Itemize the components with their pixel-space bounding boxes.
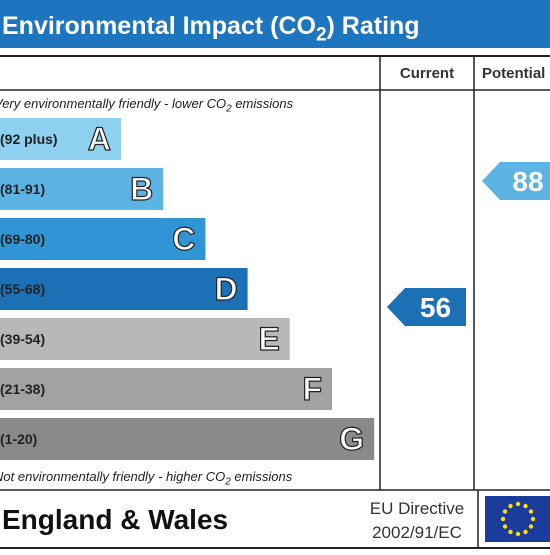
eu-star xyxy=(528,524,534,529)
band xyxy=(0,268,248,310)
eu-star xyxy=(502,524,508,529)
band xyxy=(0,168,164,210)
band xyxy=(0,318,290,360)
directive: EU Directive xyxy=(370,499,464,518)
eu-flag xyxy=(485,496,550,542)
rating-value: 88 xyxy=(512,166,543,197)
eu-star xyxy=(502,509,508,514)
band xyxy=(0,218,206,260)
band-letter: A xyxy=(88,121,111,157)
eu-star xyxy=(523,503,528,509)
band-range: (55-68) xyxy=(0,281,45,297)
note-part: 2 xyxy=(225,104,232,115)
band-letter: F xyxy=(302,371,322,407)
region: England & Wales xyxy=(2,504,228,535)
title-part: ) Rating xyxy=(327,12,420,40)
band xyxy=(0,368,332,410)
title-part: 2 xyxy=(316,25,327,46)
band-range: (21-38) xyxy=(0,381,45,397)
eu-star xyxy=(508,503,513,509)
note: Not environmentally friendly - higher CO… xyxy=(0,469,293,488)
rating-arrow xyxy=(387,288,466,326)
eu-star xyxy=(530,516,536,522)
band-letter: C xyxy=(172,221,195,257)
eu-star xyxy=(528,509,534,514)
band xyxy=(0,118,121,160)
eu-star xyxy=(515,501,521,507)
band-range: (81-91) xyxy=(0,181,45,197)
band-range: (1-20) xyxy=(0,431,37,447)
eu-star xyxy=(523,529,528,535)
eu-star xyxy=(508,529,513,535)
rating-value: 56 xyxy=(420,292,451,323)
note-part: Not environmentally friendly - higher CO xyxy=(0,469,225,484)
title: Environmental Impact (CO2) Rating xyxy=(2,12,420,46)
band-letter: E xyxy=(258,321,279,357)
note-part: emissions xyxy=(231,469,293,484)
band-letter: B xyxy=(130,171,153,207)
rating-arrow xyxy=(482,162,550,200)
column-header: Current xyxy=(400,65,454,82)
note-part: Very environmentally friendly - lower CO xyxy=(0,96,226,111)
band-letter: D xyxy=(214,271,237,307)
title-part: Environmental Impact (CO xyxy=(2,12,316,40)
note-part: emissions xyxy=(232,96,294,111)
note-part: 2 xyxy=(224,477,231,488)
eu-star xyxy=(500,516,506,522)
directive: 2002/91/EC xyxy=(372,523,462,542)
band xyxy=(0,418,375,460)
title-bar xyxy=(0,0,550,48)
band-range: (69-80) xyxy=(0,231,45,247)
note: Very environmentally friendly - lower CO… xyxy=(0,96,294,115)
band-range: (39-54) xyxy=(0,331,45,347)
band-letter: G xyxy=(339,421,364,457)
frame xyxy=(0,55,550,549)
column-header: Potential xyxy=(482,65,545,82)
eu-star xyxy=(515,531,521,537)
band-range: (92 plus) xyxy=(0,131,58,147)
